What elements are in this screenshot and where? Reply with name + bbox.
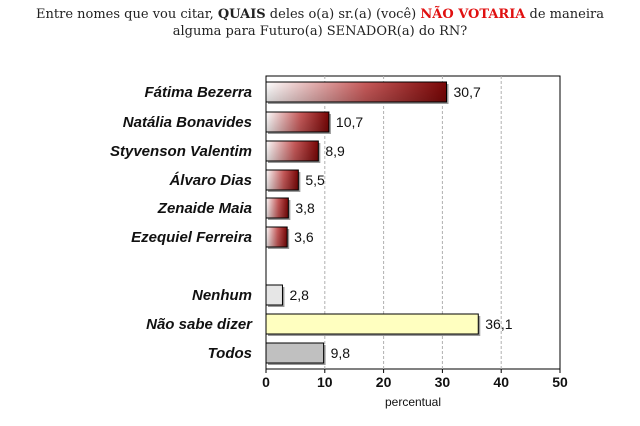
x-tick-label-3: 30	[435, 374, 451, 390]
value-label-1: 10,7	[336, 114, 363, 130]
title-part5: de maneira	[525, 7, 604, 22]
category-label-3: Álvaro Dias	[168, 172, 252, 189]
bar-shade-0	[266, 82, 447, 102]
bar-shade-2	[266, 141, 319, 161]
value-label-6: 2,8	[289, 287, 309, 303]
value-label-5: 3,6	[294, 229, 314, 245]
x-tick-label-5: 50	[552, 374, 568, 390]
category-label-0: Fátima Bezerra	[144, 84, 252, 101]
x-tick-label-1: 10	[317, 374, 333, 390]
value-label-7: 36,1	[485, 316, 512, 332]
bar-7	[265, 313, 479, 335]
category-label-4: Zenaide Maia	[157, 200, 252, 217]
bar-6	[265, 284, 283, 306]
x-tick-label-0: 0	[262, 374, 270, 390]
bar-shade-3	[266, 170, 299, 190]
value-label-8: 9,8	[331, 345, 351, 361]
bar-shade-5	[266, 227, 288, 247]
title-part4: NÃO VOTARIA	[420, 7, 526, 22]
bar-shade-4	[266, 198, 289, 218]
title-line2: alguma para Futuro(a) SENADOR(a) do RN?	[172, 24, 468, 39]
title-part2: QUAIS	[217, 7, 266, 22]
category-label-2: Styvenson Valentim	[110, 143, 252, 160]
bar-8	[265, 342, 325, 364]
title-part1: Entre nomes que vou citar,	[36, 7, 218, 22]
title-part3: deles o(a) sr.(a) (você)	[265, 7, 421, 22]
value-label-2: 8,9	[325, 143, 345, 159]
category-label-5: Ezequiel Ferreira	[131, 229, 252, 246]
value-label-3: 5,5	[305, 172, 325, 188]
x-axis-label: percentual	[385, 395, 441, 409]
category-label-6: Nenhum	[192, 287, 252, 304]
category-label-7: Não sabe dizer	[146, 316, 253, 333]
category-label-8: Todos	[208, 345, 252, 362]
category-label-1: Natália Bonavides	[123, 114, 252, 131]
value-label-4: 3,8	[295, 200, 315, 216]
chart-title: Entre nomes que vou citar, QUAIS deles o…	[20, 6, 620, 40]
x-tick-label-4: 40	[493, 374, 509, 390]
value-label-0: 30,7	[454, 84, 481, 100]
bar-shade-1	[266, 112, 329, 132]
x-tick-label-2: 20	[376, 374, 392, 390]
